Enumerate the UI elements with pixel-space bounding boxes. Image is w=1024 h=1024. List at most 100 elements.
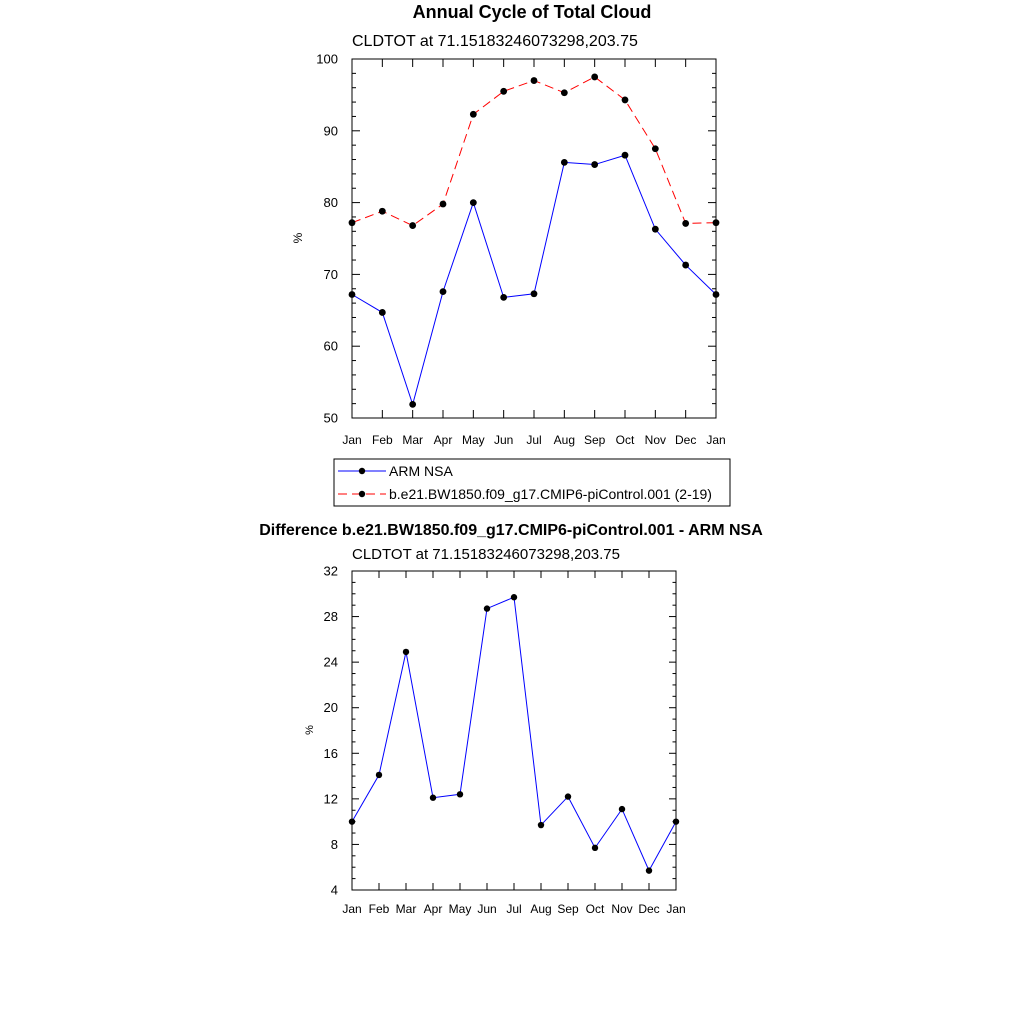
chart2-title: Difference b.e21.BW1850.f09_g17.CMIP6-pi… (259, 522, 763, 539)
chart1-xtick-label: Dec (675, 433, 696, 447)
chart1-series-1-point (560, 89, 568, 97)
chart1-xtick-label: Aug (554, 433, 575, 447)
chart2-series-0-point (564, 793, 572, 800)
chart2-series-0-point (672, 818, 680, 825)
chart1-ytick-label: 100 (316, 52, 338, 67)
chart2-xtick-label: Dec (638, 902, 659, 916)
chart2-frame (351, 570, 677, 891)
chart2-plot-area: 4 8 12 16 20 24 28 32 Jan Feb Mar Apr May Jun Jul Aug Se… (324, 564, 686, 917)
chart1-series-0-point (409, 400, 417, 408)
chart2-xtick-label: Sep (557, 902, 579, 916)
chart2-xtick-label: Jan (342, 902, 361, 916)
chart2-series-0-point (618, 805, 626, 813)
chart2-xtick-label: Feb (369, 902, 390, 916)
chart1-frame (351, 58, 717, 419)
chart1-ylabel: % (291, 232, 305, 243)
chart1-series-0-point (591, 161, 599, 168)
chart1-xtick-label: Sep (584, 433, 606, 447)
chart2-xtick-label: May (449, 902, 472, 916)
chart1-series-1-point (651, 145, 659, 153)
chart2-xtick-label: Jun (477, 902, 496, 916)
chart2-series-0-point (483, 605, 491, 612)
chart1-series-0-point (348, 291, 356, 298)
chart2-subtitle: CLDTOT at 71.15183246073298,203.75 (352, 546, 620, 563)
difference-chart: Difference b.e21.BW1850.f09_g17.CMIP6-pi… (259, 522, 763, 916)
chart1-series-1-point (378, 207, 386, 215)
chart1-series-0-point (560, 158, 568, 166)
chart2-ytick-label: 8 (331, 837, 338, 852)
legend-frame (333, 458, 731, 507)
chart2-xtick-label: Aug (530, 902, 551, 916)
chart1-xtick-label: Jul (526, 433, 541, 447)
chart2-series-0-point (537, 821, 545, 829)
chart1-ytick-label: 80 (324, 195, 338, 210)
legend-label-model: b.e21.BW1850.f09_g17.CMIP6-piControl.001… (389, 486, 712, 502)
chart2-xtick-label: Nov (611, 902, 632, 916)
chart1-xtick-label: Apr (434, 433, 453, 447)
chart1-series-1-point (621, 96, 629, 104)
chart1-ytick-label: 50 (324, 411, 338, 426)
chart1-series-1-point (409, 222, 417, 229)
chart2-ytick-label: 24 (324, 655, 338, 670)
chart2-series-0-point (429, 794, 437, 801)
chart2-xtick-label: Mar (396, 902, 417, 916)
chart2-series-0-point (645, 867, 653, 874)
chart1-xtick-label: May (462, 433, 485, 447)
chart2-series-0-point (591, 844, 599, 852)
chart2-series-0-point (348, 818, 356, 825)
chart1-series-0-point (439, 288, 447, 296)
chart2-ytick-label: 32 (324, 564, 338, 579)
legend-label-arm-nsa: ARM NSA (389, 463, 453, 479)
chart1-series-0-point (378, 309, 386, 316)
chart2-ytick-label: 12 (324, 791, 338, 806)
chart1-series-1-point (469, 110, 477, 118)
chart2-ytick-label: 28 (324, 609, 338, 624)
chart1-ytick-label: 90 (324, 123, 338, 138)
chart2-xtick-label: Jan (666, 902, 685, 916)
chart1-series-1-point (682, 220, 690, 227)
chart1-series-0-point (530, 290, 538, 298)
chart1-series-0-point (682, 261, 690, 269)
chart2-ytick-label: 20 (324, 700, 338, 715)
chart1-legend: ARM NSA b.e21.BW1850.f09_g17.CMIP6-piCon… (333, 458, 731, 507)
chart1-xtick-label: Oct (616, 433, 635, 447)
chart1-xtick-label: Mar (402, 433, 423, 447)
chart1-subtitle: CLDTOT at 71.15183246073298,203.75 (352, 33, 638, 50)
chart2-series-0-point (402, 648, 410, 656)
chart2-series-line-0 (351, 596, 677, 872)
chart1-series-1-point (712, 219, 720, 227)
chart1-xtick-label: Jun (494, 433, 513, 447)
legend-marker-model (358, 490, 366, 498)
chart1-series-1-point (530, 77, 538, 84)
chart1-title: Annual Cycle of Total Cloud (413, 2, 652, 22)
annual-cycle-chart: Annual Cycle of Total Cloud CLDTOT at 71… (291, 2, 731, 507)
chart1-series-0-point (651, 225, 659, 233)
chart1-xtick-label: Nov (645, 433, 666, 447)
chart1-series-0-point (500, 293, 508, 301)
chart1-series-1-point (500, 87, 508, 95)
chart2-ytick-label: 16 (324, 746, 338, 761)
legend-marker-arm-nsa (358, 467, 366, 475)
chart1-series-0-point (621, 151, 629, 159)
chart2-ytick-label: 4 (331, 883, 338, 898)
chart1-series-0-point (712, 291, 720, 298)
chart1-series-1-point (348, 219, 356, 227)
chart1-series-1-point (591, 73, 599, 81)
chart1-xtick-label: Jan (342, 433, 361, 447)
chart1-series-line-1 (351, 76, 717, 227)
chart1-series-0-point (469, 199, 477, 207)
chart2-xtick-label: Apr (424, 902, 443, 916)
chart1-ytick-label: 60 (324, 339, 338, 354)
chart1-series-1-point (439, 200, 447, 208)
chart2-ylabel: % (304, 725, 316, 735)
chart2-series-0-point (375, 771, 383, 779)
chart2-xtick-label: Oct (586, 902, 605, 916)
chart2-series-0-point (510, 594, 518, 601)
chart1-plot-area: 50 60 70 80 90 100 Jan Feb Mar Apr May Jun Jul Aug Sep… (316, 52, 725, 448)
chart1-xtick-label: Feb (372, 433, 393, 447)
chart2-series-0-point (456, 791, 464, 798)
chart2-xtick-label: Jul (506, 902, 521, 916)
chart1-ytick-label: 70 (324, 267, 338, 282)
chart1-xtick-label: Jan (706, 433, 725, 447)
